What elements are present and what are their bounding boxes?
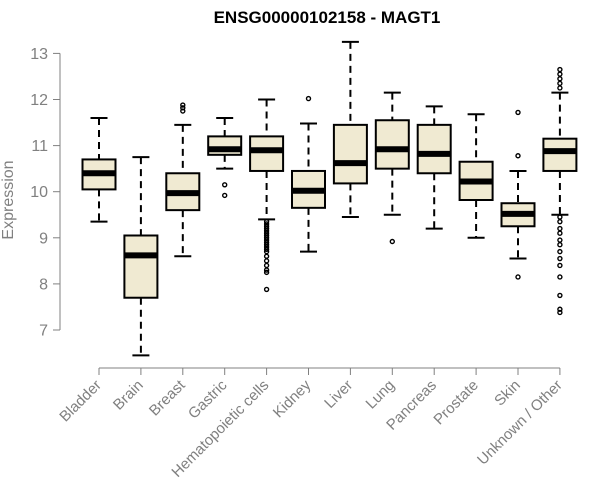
outlier-point <box>515 153 521 159</box>
box-iqr <box>123 234 159 299</box>
y-tick-label: 12 <box>30 92 48 109</box>
outlier-point <box>221 182 228 188</box>
y-tick-label: 8 <box>39 276 48 293</box>
outlier-point <box>557 242 563 248</box>
outlier-point <box>263 258 270 264</box>
y-tick-label: 7 <box>39 323 48 340</box>
box-iqr <box>374 119 410 170</box>
box-group <box>165 102 201 258</box>
outlier-point <box>557 237 563 243</box>
box-group <box>416 105 452 230</box>
y-tick-label: 11 <box>31 138 48 155</box>
outlier-point <box>557 248 563 255</box>
x-tick-label: Breast <box>146 376 189 419</box>
box-iqr <box>249 135 285 172</box>
y-tick-label: 9 <box>39 230 48 247</box>
outlier-point <box>515 274 521 280</box>
outlier-point <box>557 85 563 91</box>
outlier-point <box>557 306 563 312</box>
boxes <box>81 40 578 357</box>
outlier-point <box>557 66 563 73</box>
box-group <box>81 116 117 223</box>
x-tick-label: Prostate <box>430 377 482 429</box>
outlier-point <box>557 292 563 299</box>
outlier-point <box>263 253 270 259</box>
outlier-point <box>557 218 563 225</box>
y-tick-label: 10 <box>30 184 48 201</box>
box-group <box>500 109 536 280</box>
x-tick-label: Skin <box>491 377 524 410</box>
box-group <box>458 113 494 239</box>
x-tick-label: Brain <box>110 377 147 414</box>
box-group <box>332 40 368 219</box>
box-iqr <box>416 123 452 175</box>
y-axis-label: Expression <box>0 160 17 239</box>
outlier-point <box>557 71 563 77</box>
y-tick-label: 13 <box>30 46 48 63</box>
x-tick-label: Kidney <box>270 376 315 421</box>
outlier-point <box>180 108 186 114</box>
box-iqr <box>332 123 368 185</box>
y-axis: 7 8 9 10 11 12 13 <box>30 46 61 340</box>
outlier-point <box>180 102 186 108</box>
outlier-point <box>263 246 270 253</box>
box-group <box>207 116 243 199</box>
box-group <box>249 98 285 293</box>
outlier-point <box>263 286 270 293</box>
outlier-point <box>557 225 563 232</box>
outlier-point <box>305 95 312 102</box>
box-iqr <box>542 137 578 172</box>
outlier-point <box>263 262 270 269</box>
outlier-point <box>263 269 270 276</box>
outlier-point <box>515 109 521 116</box>
box-group <box>291 95 326 253</box>
outlier-point <box>557 76 563 82</box>
x-tick-label: Bladder <box>56 377 105 426</box>
outlier-point <box>263 267 270 273</box>
box-group <box>542 66 578 316</box>
outlier-point <box>180 105 186 111</box>
outlier-point <box>557 214 563 220</box>
box-group <box>374 91 410 245</box>
box-group <box>123 156 159 357</box>
outlier-point <box>389 238 395 245</box>
x-tick-label: Lung <box>363 377 399 413</box>
outlier-point <box>557 274 563 280</box>
x-tick-label: Liver <box>321 377 356 412</box>
outlier-point <box>221 192 228 199</box>
outlier-point <box>557 255 563 262</box>
outlier-point <box>557 230 563 236</box>
chart-title: ENSG00000102158 - MAGT1 <box>214 8 441 27</box>
outlier-point <box>557 262 563 269</box>
outlier-point <box>557 80 563 87</box>
outlier-point <box>557 309 563 316</box>
